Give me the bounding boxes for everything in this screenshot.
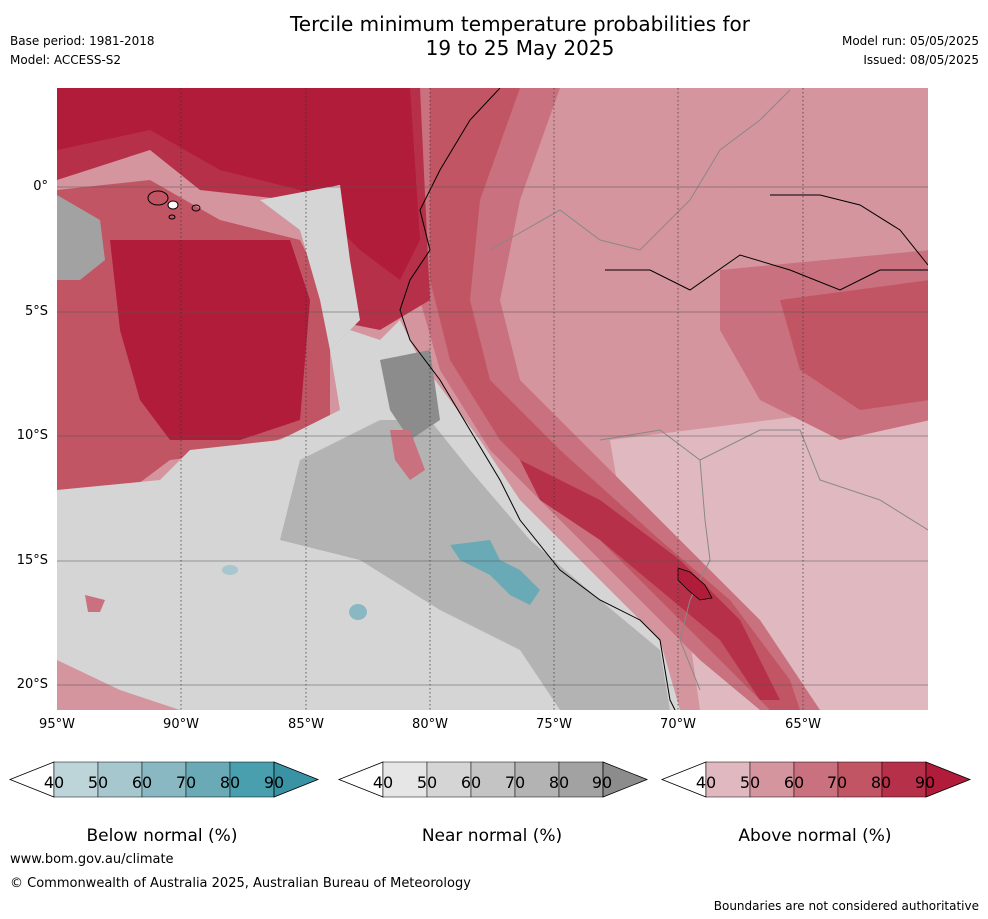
- region-above-50-southwest: [57, 660, 180, 710]
- model-name: Model: ACCESS-S2: [10, 53, 122, 67]
- region-near-80-west: [57, 195, 105, 280]
- river-north: [770, 194, 928, 266]
- tick-near-70: 70: [504, 773, 526, 792]
- near-extend-high: [602, 761, 649, 798]
- footer-note: Boundaries are not considered authoritat…: [713, 899, 979, 913]
- tick-above-70: 70: [826, 773, 848, 792]
- tick-below-60: 60: [131, 773, 153, 792]
- coastline: [399, 88, 676, 710]
- region-above-70-east: [780, 280, 928, 410]
- above-swatch-4: [881, 761, 927, 798]
- tick-near-90: 90: [591, 773, 613, 792]
- tick-near-40: 40: [372, 773, 394, 792]
- lat-label-10s: 10°S: [16, 428, 48, 443]
- below-swatch-4: [229, 761, 275, 798]
- border-north: [489, 89, 791, 251]
- amazon-river: [605, 254, 928, 291]
- colorbar-near-title: Near normal (%): [421, 826, 563, 846]
- title-line-2: 19 to 25 May 2025: [425, 36, 615, 60]
- model-run: Model run: 05/05/2025: [841, 34, 979, 48]
- lon-label-90w: 90°W: [163, 717, 199, 732]
- near-swatch-1: [426, 761, 472, 798]
- above-swatch-3: [837, 761, 883, 798]
- tick-below-40: 40: [43, 773, 65, 792]
- lat-label-20s: 20°S: [16, 677, 48, 692]
- lon-label-75w: 75°W: [536, 717, 572, 732]
- border-south: [679, 459, 711, 691]
- colorbar-near: [337, 761, 649, 798]
- lon-label-70w: 70°W: [660, 717, 696, 732]
- region-below-60-spot: [349, 604, 367, 620]
- near-swatch-2: [470, 761, 516, 798]
- region-above-60-spot: [390, 430, 425, 480]
- tick-near-80: 80: [548, 773, 570, 792]
- footer-url[interactable]: www.bom.gov.au/climate: [10, 852, 174, 867]
- issued-date: Issued: 08/05/2025: [863, 53, 979, 67]
- lake-titicaca: [677, 567, 713, 601]
- lon-label-85w: 85°W: [288, 717, 324, 732]
- region-above-90-west: [110, 240, 310, 440]
- above-swatch-2: [793, 761, 839, 798]
- tick-above-40: 40: [695, 773, 717, 792]
- lat-label-15s: 15°S: [16, 553, 48, 568]
- base-period: Base period: 1981-2018: [10, 34, 155, 48]
- tick-below-90: 90: [263, 773, 285, 792]
- chart-title: Tercile minimum temperature probabilitie…: [0, 12, 988, 60]
- lat-label-0: 0°: [33, 179, 48, 194]
- tick-above-50: 50: [739, 773, 761, 792]
- colorbar-below-title: Below normal (%): [86, 826, 238, 846]
- region-above-80-coastal: [520, 460, 780, 700]
- region-near-50-north: [260, 185, 360, 350]
- below-extend-high: [273, 761, 320, 798]
- region-above-60-spot-west: [85, 595, 105, 612]
- near-swatch-3: [514, 761, 560, 798]
- colorbar-below: [8, 761, 320, 798]
- tick-near-50: 50: [416, 773, 438, 792]
- colorbar-above-title: Above normal (%): [738, 826, 892, 846]
- region-above-70-coastal: [430, 88, 800, 710]
- colorbar-above: [660, 761, 972, 798]
- tick-below-70: 70: [175, 773, 197, 792]
- tick-below-80: 80: [219, 773, 241, 792]
- lon-label-65w: 65°W: [785, 717, 821, 732]
- meta-right: Model run: 05/05/2025 Issued: 08/05/2025: [842, 32, 979, 70]
- footer-copyright: © Commonwealth of Australia 2025, Austra…: [10, 876, 471, 891]
- region-below-70-blob: [450, 540, 540, 605]
- region-above-90-northwest: [57, 88, 420, 280]
- border-central: [599, 429, 928, 531]
- below-swatch-1: [97, 761, 143, 798]
- tick-below-50: 50: [87, 773, 109, 792]
- lon-label-95w: 95°W: [39, 717, 75, 732]
- above-extend-high: [925, 761, 972, 798]
- tick-above-80: 80: [870, 773, 892, 792]
- tick-above-60: 60: [783, 773, 805, 792]
- meta-left: Base period: 1981-2018 Model: ACCESS-S2: [10, 32, 155, 70]
- region-above-50-north: [560, 90, 928, 210]
- tick-above-90: 90: [914, 773, 936, 792]
- below-swatch-3: [185, 761, 231, 798]
- near-swatch-4: [558, 761, 604, 798]
- region-below-50-spot: [222, 565, 238, 575]
- map-field: [57, 88, 928, 710]
- below-swatch-2: [141, 761, 187, 798]
- galapagos-islands: [147, 190, 201, 220]
- lon-label-80w: 80°W: [412, 717, 448, 732]
- below-swatch-0: [53, 761, 99, 798]
- lat-label-5s: 5°S: [24, 304, 48, 319]
- tick-near-60: 60: [460, 773, 482, 792]
- title-line-1: Tercile minimum temperature probabilitie…: [289, 12, 751, 36]
- region-near-90-patch: [380, 350, 440, 440]
- lat-gridlines: [57, 186, 928, 686]
